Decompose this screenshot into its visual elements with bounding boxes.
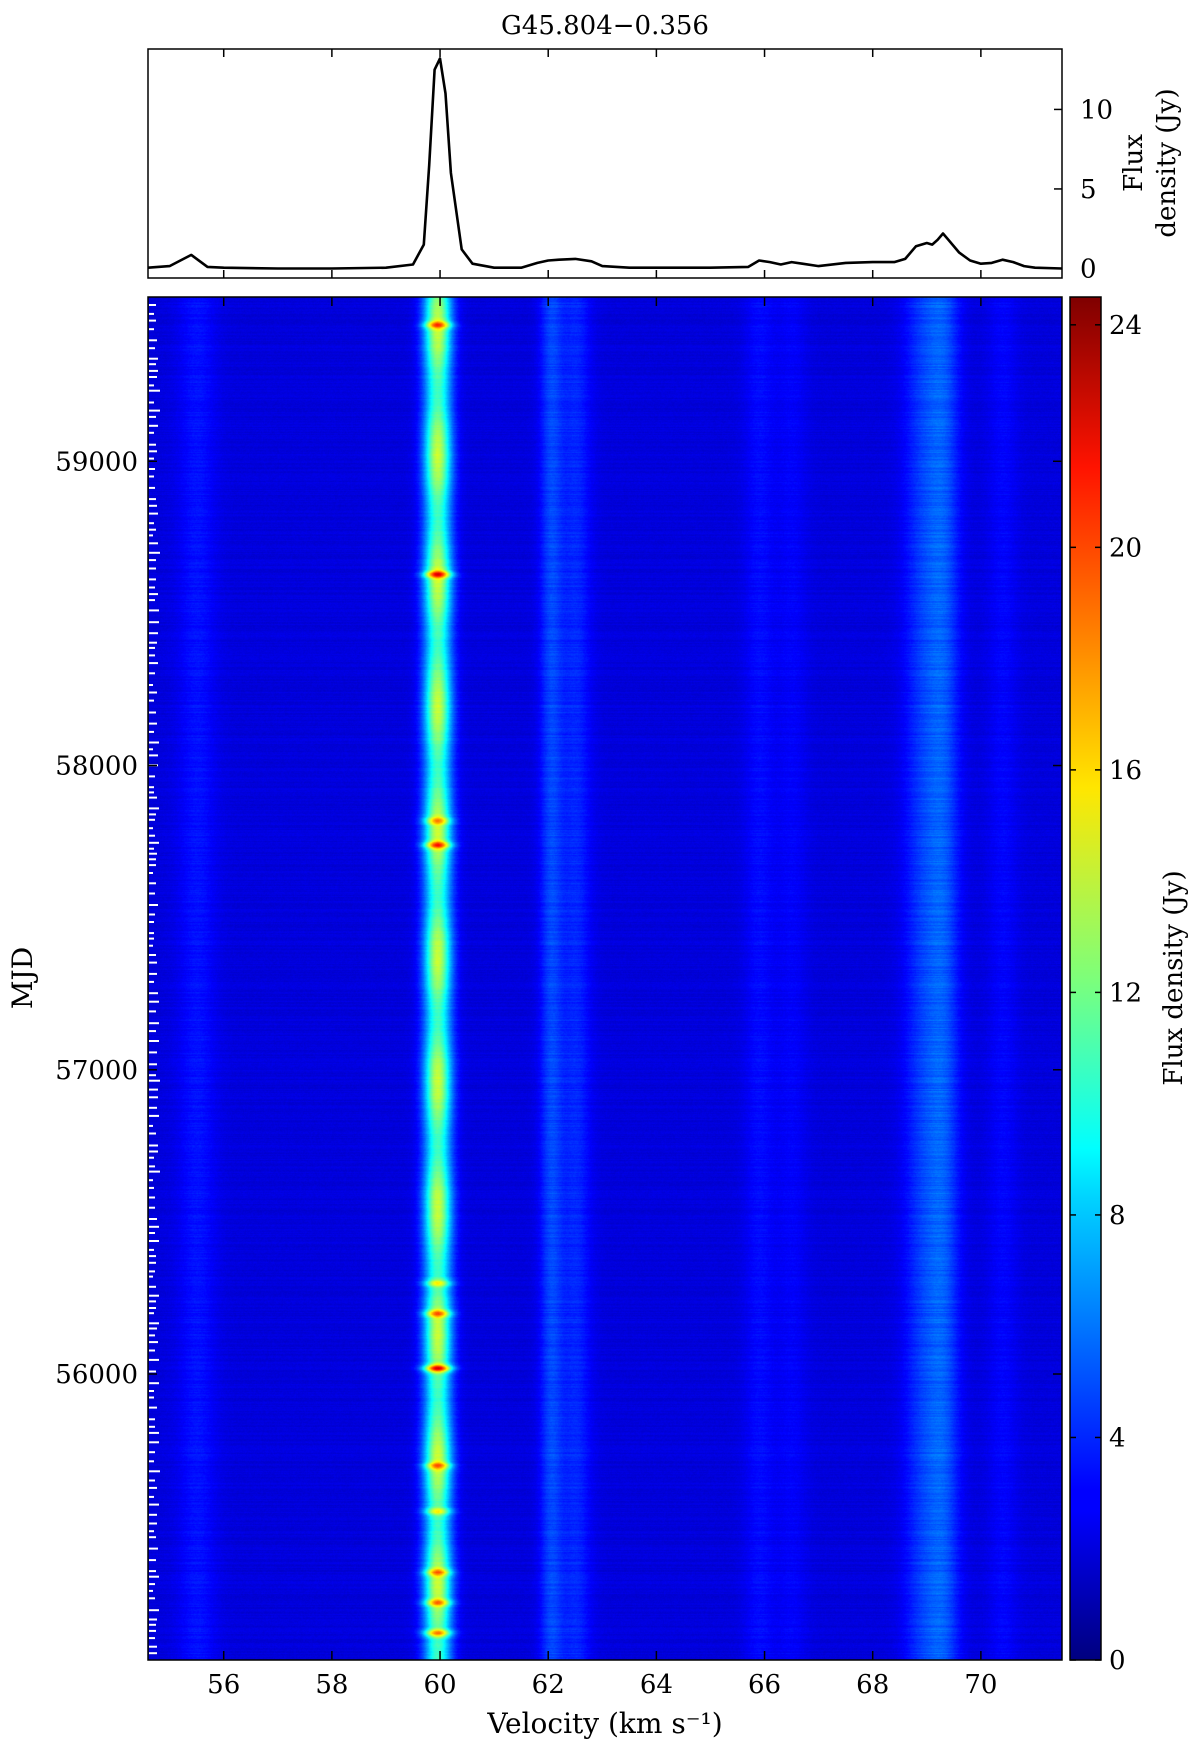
waterfall-ytick-label-57000: 57000 bbox=[55, 1056, 138, 1086]
spectrum-ticks: 0 5 10 bbox=[222, 49, 1113, 284]
chart-title: G45.804−0.356 bbox=[501, 11, 709, 41]
waterfall-xtick-label-60: 60 bbox=[424, 1670, 457, 1700]
waterfall-xtick-label-70: 70 bbox=[964, 1670, 997, 1700]
colorbar-tick-label-4: 4 bbox=[1109, 1423, 1126, 1453]
waterfall-xtick-label-62: 62 bbox=[532, 1670, 565, 1700]
colorbar-tick-label-24: 24 bbox=[1109, 311, 1142, 341]
colorbar-tick-label-0: 0 bbox=[1109, 1646, 1126, 1676]
waterfall-xtick-label-68: 68 bbox=[856, 1670, 889, 1700]
spectrum-ylabel-line1: Flux bbox=[1119, 134, 1149, 192]
waterfall-heatmap bbox=[148, 297, 1062, 1660]
waterfall-xtick-label-64: 64 bbox=[640, 1670, 673, 1700]
spectrum-ylabel-line2: density (Jy) bbox=[1152, 88, 1182, 237]
colorbar-tick-label-16: 16 bbox=[1109, 756, 1142, 786]
spectrum-ytick-label-10: 10 bbox=[1080, 95, 1113, 125]
spectrum-ytick-label-0: 0 bbox=[1080, 254, 1097, 284]
waterfall-ytick-label-56000: 56000 bbox=[55, 1360, 138, 1390]
waterfall-ytick-label-59000: 59000 bbox=[55, 447, 138, 477]
waterfall-xtick-label-58: 58 bbox=[315, 1670, 348, 1700]
colorbar-label: Flux density (Jy) bbox=[1159, 870, 1189, 1085]
colorbar: 0 4 8 12 16 20 24 Flux density (Jy) bbox=[1069, 296, 1189, 1676]
colorbar-tick-label-12: 12 bbox=[1109, 978, 1142, 1008]
waterfall-ytick-label-58000: 58000 bbox=[55, 752, 138, 782]
colorbar-gradient bbox=[1069, 296, 1102, 1661]
waterfall-panel: 56 58 60 62 64 66 68 70 56000 57000 58000 59000 Vel… bbox=[6, 296, 1063, 1740]
waterfall-ticks: 56 58 60 62 64 66 68 70 56000 57000 58000 59000 bbox=[55, 297, 1062, 1700]
spectrum-line bbox=[147, 57, 1063, 270]
colorbar-tick-label-20: 20 bbox=[1109, 533, 1142, 563]
colorbar-ticks: 0 4 8 12 16 20 24 bbox=[1070, 311, 1142, 1676]
waterfall-xlabel: Velocity (km s⁻¹) bbox=[486, 1707, 722, 1740]
spectrum-panel: 0 5 10 Flux density (Jy) bbox=[147, 48, 1182, 284]
waterfall-xtick-label-56: 56 bbox=[207, 1670, 240, 1700]
waterfall-frame bbox=[147, 296, 1063, 1661]
colorbar-tick-label-8: 8 bbox=[1109, 1201, 1126, 1231]
observation-epoch-ticks bbox=[149, 304, 160, 1655]
waterfall-xtick-label-66: 66 bbox=[748, 1670, 781, 1700]
spectrum-ytick-label-5: 5 bbox=[1080, 175, 1097, 205]
spectrum-frame bbox=[147, 48, 1063, 279]
waterfall-ylabel: MJD bbox=[6, 947, 39, 1009]
